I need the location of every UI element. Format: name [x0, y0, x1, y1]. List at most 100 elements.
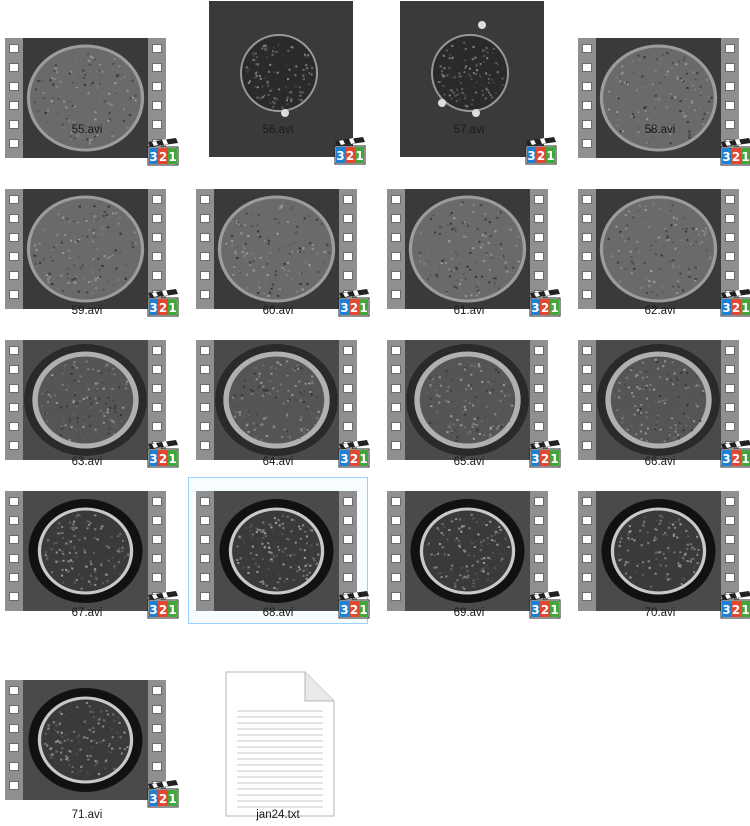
file-item-video[interactable]: 3 2 1 57.avi: [379, 0, 559, 165]
film-hole: [582, 82, 592, 91]
video-thumbnail: 3 2 1: [578, 340, 750, 468]
film-hole: [9, 535, 19, 544]
media-player-classic-321-icon: 3 2 1: [528, 287, 562, 317]
film-strip-left: [387, 189, 405, 309]
film-strip-left: [5, 491, 23, 611]
file-item-video[interactable]: 3 2 1 55.avi: [0, 0, 179, 166]
file-item-video[interactable]: 3 2 1 63.avi: [0, 326, 179, 473]
media-player-classic-321-icon: 3 2 1: [146, 778, 180, 808]
svg-text:2: 2: [159, 150, 167, 164]
film-hole: [200, 384, 210, 393]
svg-text:1: 1: [550, 301, 558, 315]
film-hole: [9, 101, 19, 110]
media-player-classic-321-icon: 3 2 1: [719, 589, 750, 619]
film-hole: [391, 252, 401, 261]
film-hole: [725, 384, 735, 393]
svg-text:1: 1: [168, 603, 176, 617]
film-hole: [391, 441, 401, 450]
film-hole: [725, 535, 735, 544]
video-thumbnail: 3 2 1: [387, 340, 561, 468]
film-hole: [152, 82, 162, 91]
video-frame: [405, 491, 530, 611]
file-item-video[interactable]: 3 2 1 71.avi: [0, 666, 180, 826]
film-hole: [582, 365, 592, 374]
film-hole: [152, 497, 162, 506]
svg-text:3: 3: [336, 149, 344, 163]
file-item-video[interactable]: 3 2 1 68.avi: [188, 477, 371, 624]
film-hole: [725, 233, 735, 242]
file-name-label: 64.avi: [262, 456, 294, 468]
svg-text:3: 3: [149, 301, 157, 315]
file-item-video[interactable]: 3 2 1 69.avi: [379, 477, 562, 624]
file-item-video[interactable]: 3 2 1 60.avi: [188, 175, 370, 322]
film-strip-left: [196, 340, 214, 460]
file-item-video[interactable]: 3 2 1 70.avi: [570, 477, 750, 624]
film-hole: [343, 554, 353, 563]
media-player-classic-321-icon: 3 2 1: [719, 438, 750, 468]
svg-text:1: 1: [741, 301, 749, 315]
file-item-video[interactable]: 3 2 1 62.avi: [570, 175, 750, 322]
film-hole: [9, 516, 19, 525]
file-item-video[interactable]: 3 2 1 58.avi: [570, 0, 750, 166]
film-strip-right: [721, 340, 739, 460]
svg-text:2: 2: [159, 603, 167, 617]
film-hole: [582, 214, 592, 223]
svg-text:1: 1: [168, 452, 176, 466]
svg-text:2: 2: [159, 452, 167, 466]
file-item-video[interactable]: 3 2 1 61.avi: [379, 175, 562, 322]
video-thumbnail: 3 2 1: [196, 189, 370, 317]
film-hole: [200, 592, 210, 601]
file-item-video[interactable]: 3 2 1 67.avi: [0, 477, 179, 624]
media-player-classic-321-icon: 3 2 1: [337, 287, 371, 317]
film-strip-left: [196, 491, 214, 611]
media-player-classic-321-icon: 3 2 1: [719, 287, 750, 317]
svg-text:3: 3: [527, 149, 535, 163]
file-item-video[interactable]: 3 2 1 56.avi: [188, 0, 368, 165]
video-thumbnail: 3 2 1: [578, 38, 750, 166]
film-strip-left: [387, 340, 405, 460]
film-hole: [582, 271, 592, 280]
video-frame: [23, 189, 148, 309]
video-frame: [23, 680, 148, 800]
film-hole: [9, 705, 19, 714]
svg-text:3: 3: [531, 603, 539, 617]
film-hole: [9, 290, 19, 299]
svg-text:2: 2: [350, 603, 358, 617]
film-hole: [534, 214, 544, 223]
svg-text:1: 1: [359, 603, 367, 617]
file-item-text[interactable]: jan24.txt: [188, 666, 368, 826]
svg-text:2: 2: [159, 792, 167, 806]
film-hole: [391, 592, 401, 601]
svg-text:2: 2: [541, 452, 549, 466]
film-hole: [725, 573, 735, 582]
film-hole: [200, 403, 210, 412]
film-strip-right: [721, 491, 739, 611]
film-hole: [582, 101, 592, 110]
film-hole: [343, 535, 353, 544]
media-player-classic-321-icon: 3 2 1: [528, 589, 562, 619]
film-hole: [343, 233, 353, 242]
film-strip-left: [578, 189, 596, 309]
file-item-video[interactable]: 3 2 1 65.avi: [379, 326, 561, 473]
film-hole: [391, 214, 401, 223]
file-item-video[interactable]: 3 2 1 66.avi: [570, 326, 750, 473]
svg-text:2: 2: [732, 603, 740, 617]
media-player-classic-321-icon: 3 2 1: [719, 136, 750, 166]
film-hole: [582, 422, 592, 431]
video-thumbnail: 3 2 1: [5, 340, 179, 468]
svg-text:3: 3: [722, 603, 730, 617]
media-player-classic-321-icon: 3 2 1: [337, 589, 371, 619]
file-name-label: 66.avi: [644, 456, 676, 468]
svg-text:1: 1: [546, 149, 554, 163]
film-hole: [391, 365, 401, 374]
film-hole: [9, 365, 19, 374]
film-hole: [391, 290, 401, 299]
svg-text:3: 3: [149, 150, 157, 164]
film-hole: [725, 44, 735, 53]
film-hole: [152, 365, 162, 374]
file-item-video[interactable]: 3 2 1 59.avi: [0, 175, 179, 322]
file-item-video[interactable]: 3 2 1 64.avi: [188, 326, 370, 473]
film-hole: [725, 101, 735, 110]
film-hole: [152, 516, 162, 525]
film-hole: [9, 403, 19, 412]
